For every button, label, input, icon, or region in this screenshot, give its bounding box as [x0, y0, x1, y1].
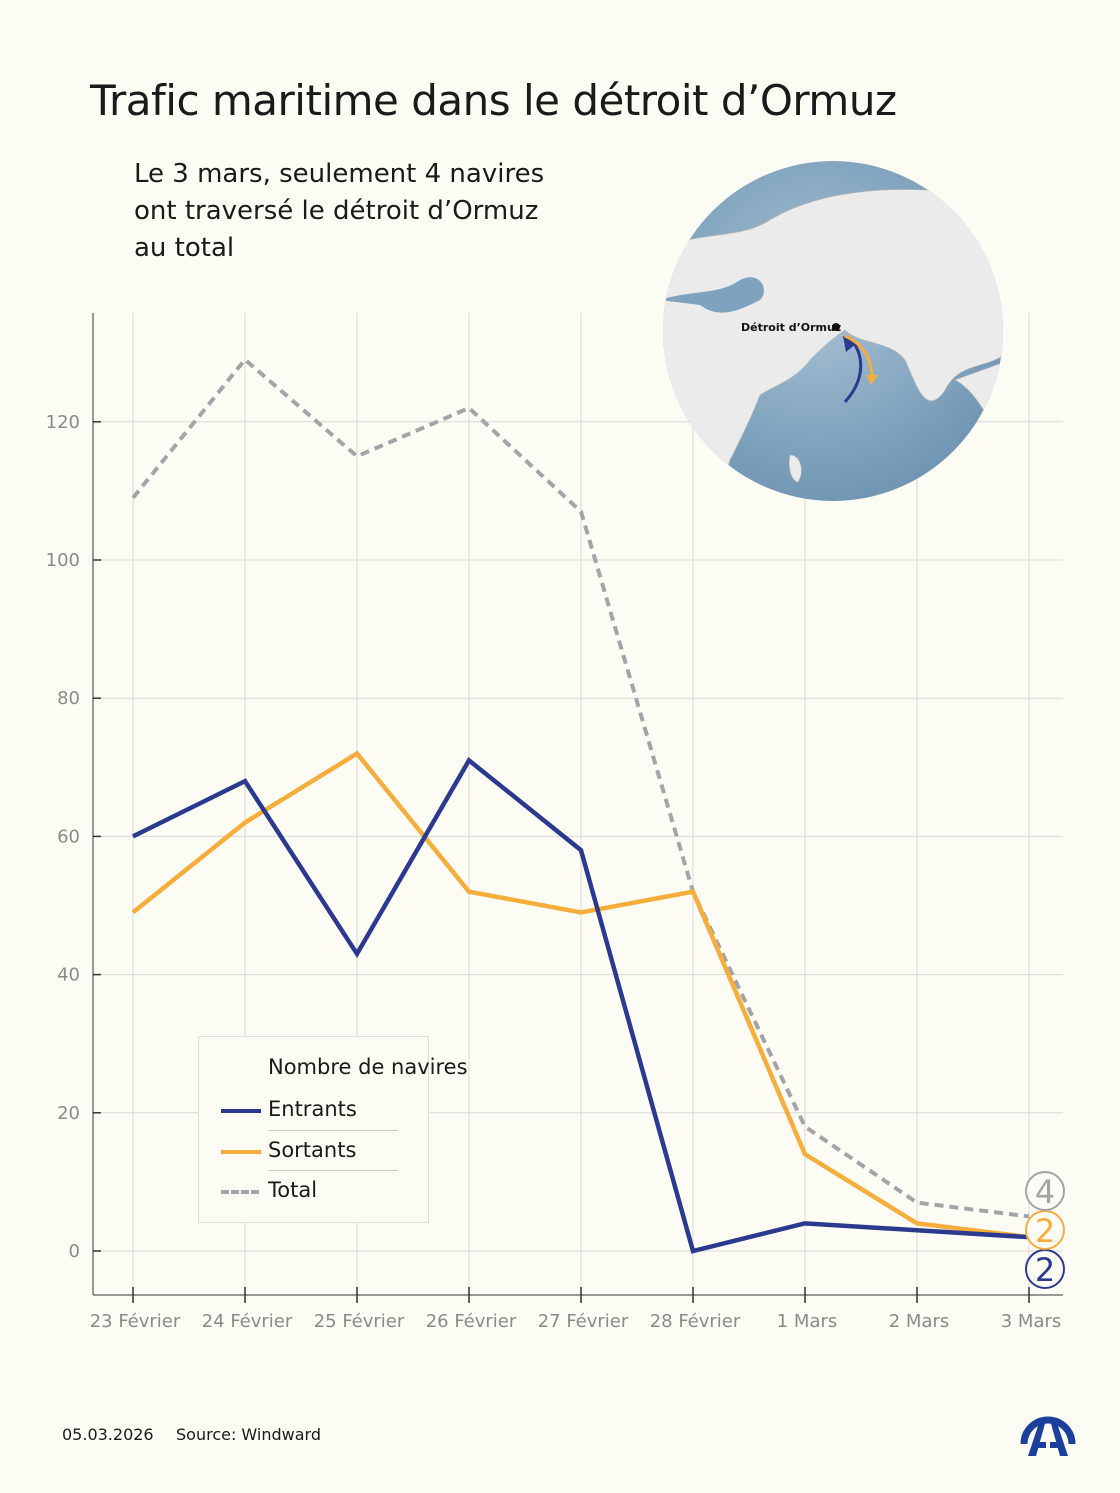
publish-date: 05.03.2026: [62, 1425, 154, 1444]
y-tick-label: 20: [57, 1103, 80, 1124]
legend-item-total: Total: [221, 1178, 399, 1218]
end-label-entrants: 2: [1035, 1251, 1055, 1289]
x-tick-label: 23 Février: [90, 1311, 181, 1332]
x-tick-label: 26 Février: [426, 1311, 517, 1332]
chart-title: Trafic maritime dans le détroit d’Ormuz: [90, 76, 897, 125]
strait-label: Détroit d’Ormuz: [741, 321, 841, 334]
x-tick-label: 1 Mars: [777, 1311, 838, 1332]
legend-swatch-total: [221, 1190, 259, 1194]
legend-label: Sortants: [268, 1138, 357, 1162]
legend: Nombre de navires Entrants Sortants Tota…: [198, 1036, 468, 1223]
end-label-sortants: 2: [1035, 1212, 1055, 1250]
x-tick-label: 28 Février: [650, 1311, 741, 1332]
y-tick-label: 100: [46, 550, 80, 571]
series-line-total: [131, 356, 1030, 1219]
axes: [92, 313, 1063, 1303]
y-tick-label: 0: [69, 1241, 80, 1262]
series-lines: [131, 356, 1030, 1254]
end-label-circle: [1025, 1171, 1065, 1211]
x-tick-label: 27 Février: [538, 1311, 629, 1332]
legend-swatch-entrants: [221, 1109, 261, 1113]
chart-subtitle: Le 3 mars, seulement 4 navires ont trave…: [134, 159, 545, 263]
aa-logo-icon: [1020, 1416, 1076, 1456]
outbound-arrow-icon: [844, 334, 874, 379]
end-label-total: 4: [1035, 1173, 1055, 1211]
y-tick-label: 120: [46, 412, 80, 433]
series-line-sortants: [131, 750, 1030, 1240]
legend-title: Nombre de navires: [268, 1055, 468, 1079]
end-labels: 224: [1025, 1171, 1065, 1289]
legend-swatch-sortants: [221, 1150, 261, 1154]
x-tick-label: 2 Mars: [889, 1311, 950, 1332]
x-tick-label: 24 Février: [202, 1311, 293, 1332]
y-tick-label: 80: [57, 688, 80, 709]
legend-label: Total: [268, 1178, 318, 1202]
source-credit: Source: Windward: [176, 1425, 321, 1444]
globe-map: Détroit d’Ormuz: [663, 161, 1003, 501]
x-tick-label: 25 Février: [314, 1311, 405, 1332]
x-tick-labels: 23 Février 24 Février 25 Février 26 Février…: [90, 1311, 1062, 1332]
legend-label: Entrants: [268, 1097, 357, 1121]
legend-item-entrants: Entrants: [221, 1097, 399, 1137]
y-tick-label: 60: [57, 826, 80, 847]
strait-marker-icon: [832, 323, 840, 331]
x-tick-label: 3 Mars: [1001, 1311, 1062, 1332]
legend-item-sortants: Sortants: [221, 1138, 399, 1178]
y-tick-label: 40: [57, 965, 80, 986]
series-line-entrants: [132, 756, 1030, 1254]
y-tick-labels: 0 20 40 60 80 100 120: [46, 412, 80, 1262]
